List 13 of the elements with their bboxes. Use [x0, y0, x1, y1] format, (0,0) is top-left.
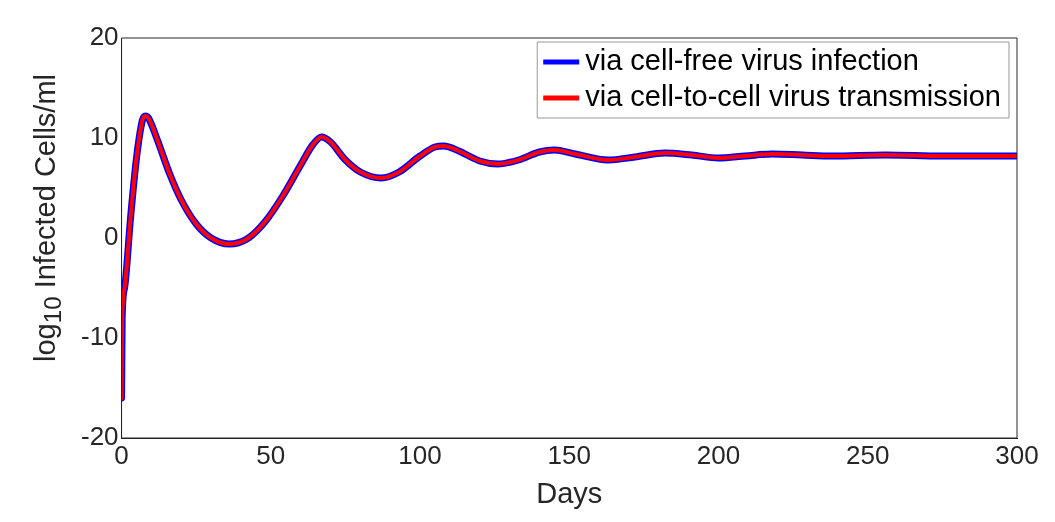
y-tick-label: -10 [81, 321, 119, 352]
legend-label: via cell-free virus infection [585, 44, 919, 76]
x-tick-label: 300 [995, 439, 1039, 470]
x-tick-label: 100 [398, 439, 442, 470]
x-tick-label: 150 [547, 439, 591, 470]
legend-label: via cell-to-cell virus transmission [585, 80, 1002, 112]
y-tick-label: 20 [89, 21, 119, 52]
x-tick-label: 200 [696, 439, 741, 470]
y-tick-label: 0 [104, 221, 119, 252]
x-axis-title: Days [536, 476, 603, 509]
x-tick-label: 250 [846, 439, 890, 470]
x-tick-label: 50 [256, 439, 286, 470]
y-tick-label: 10 [89, 121, 119, 152]
